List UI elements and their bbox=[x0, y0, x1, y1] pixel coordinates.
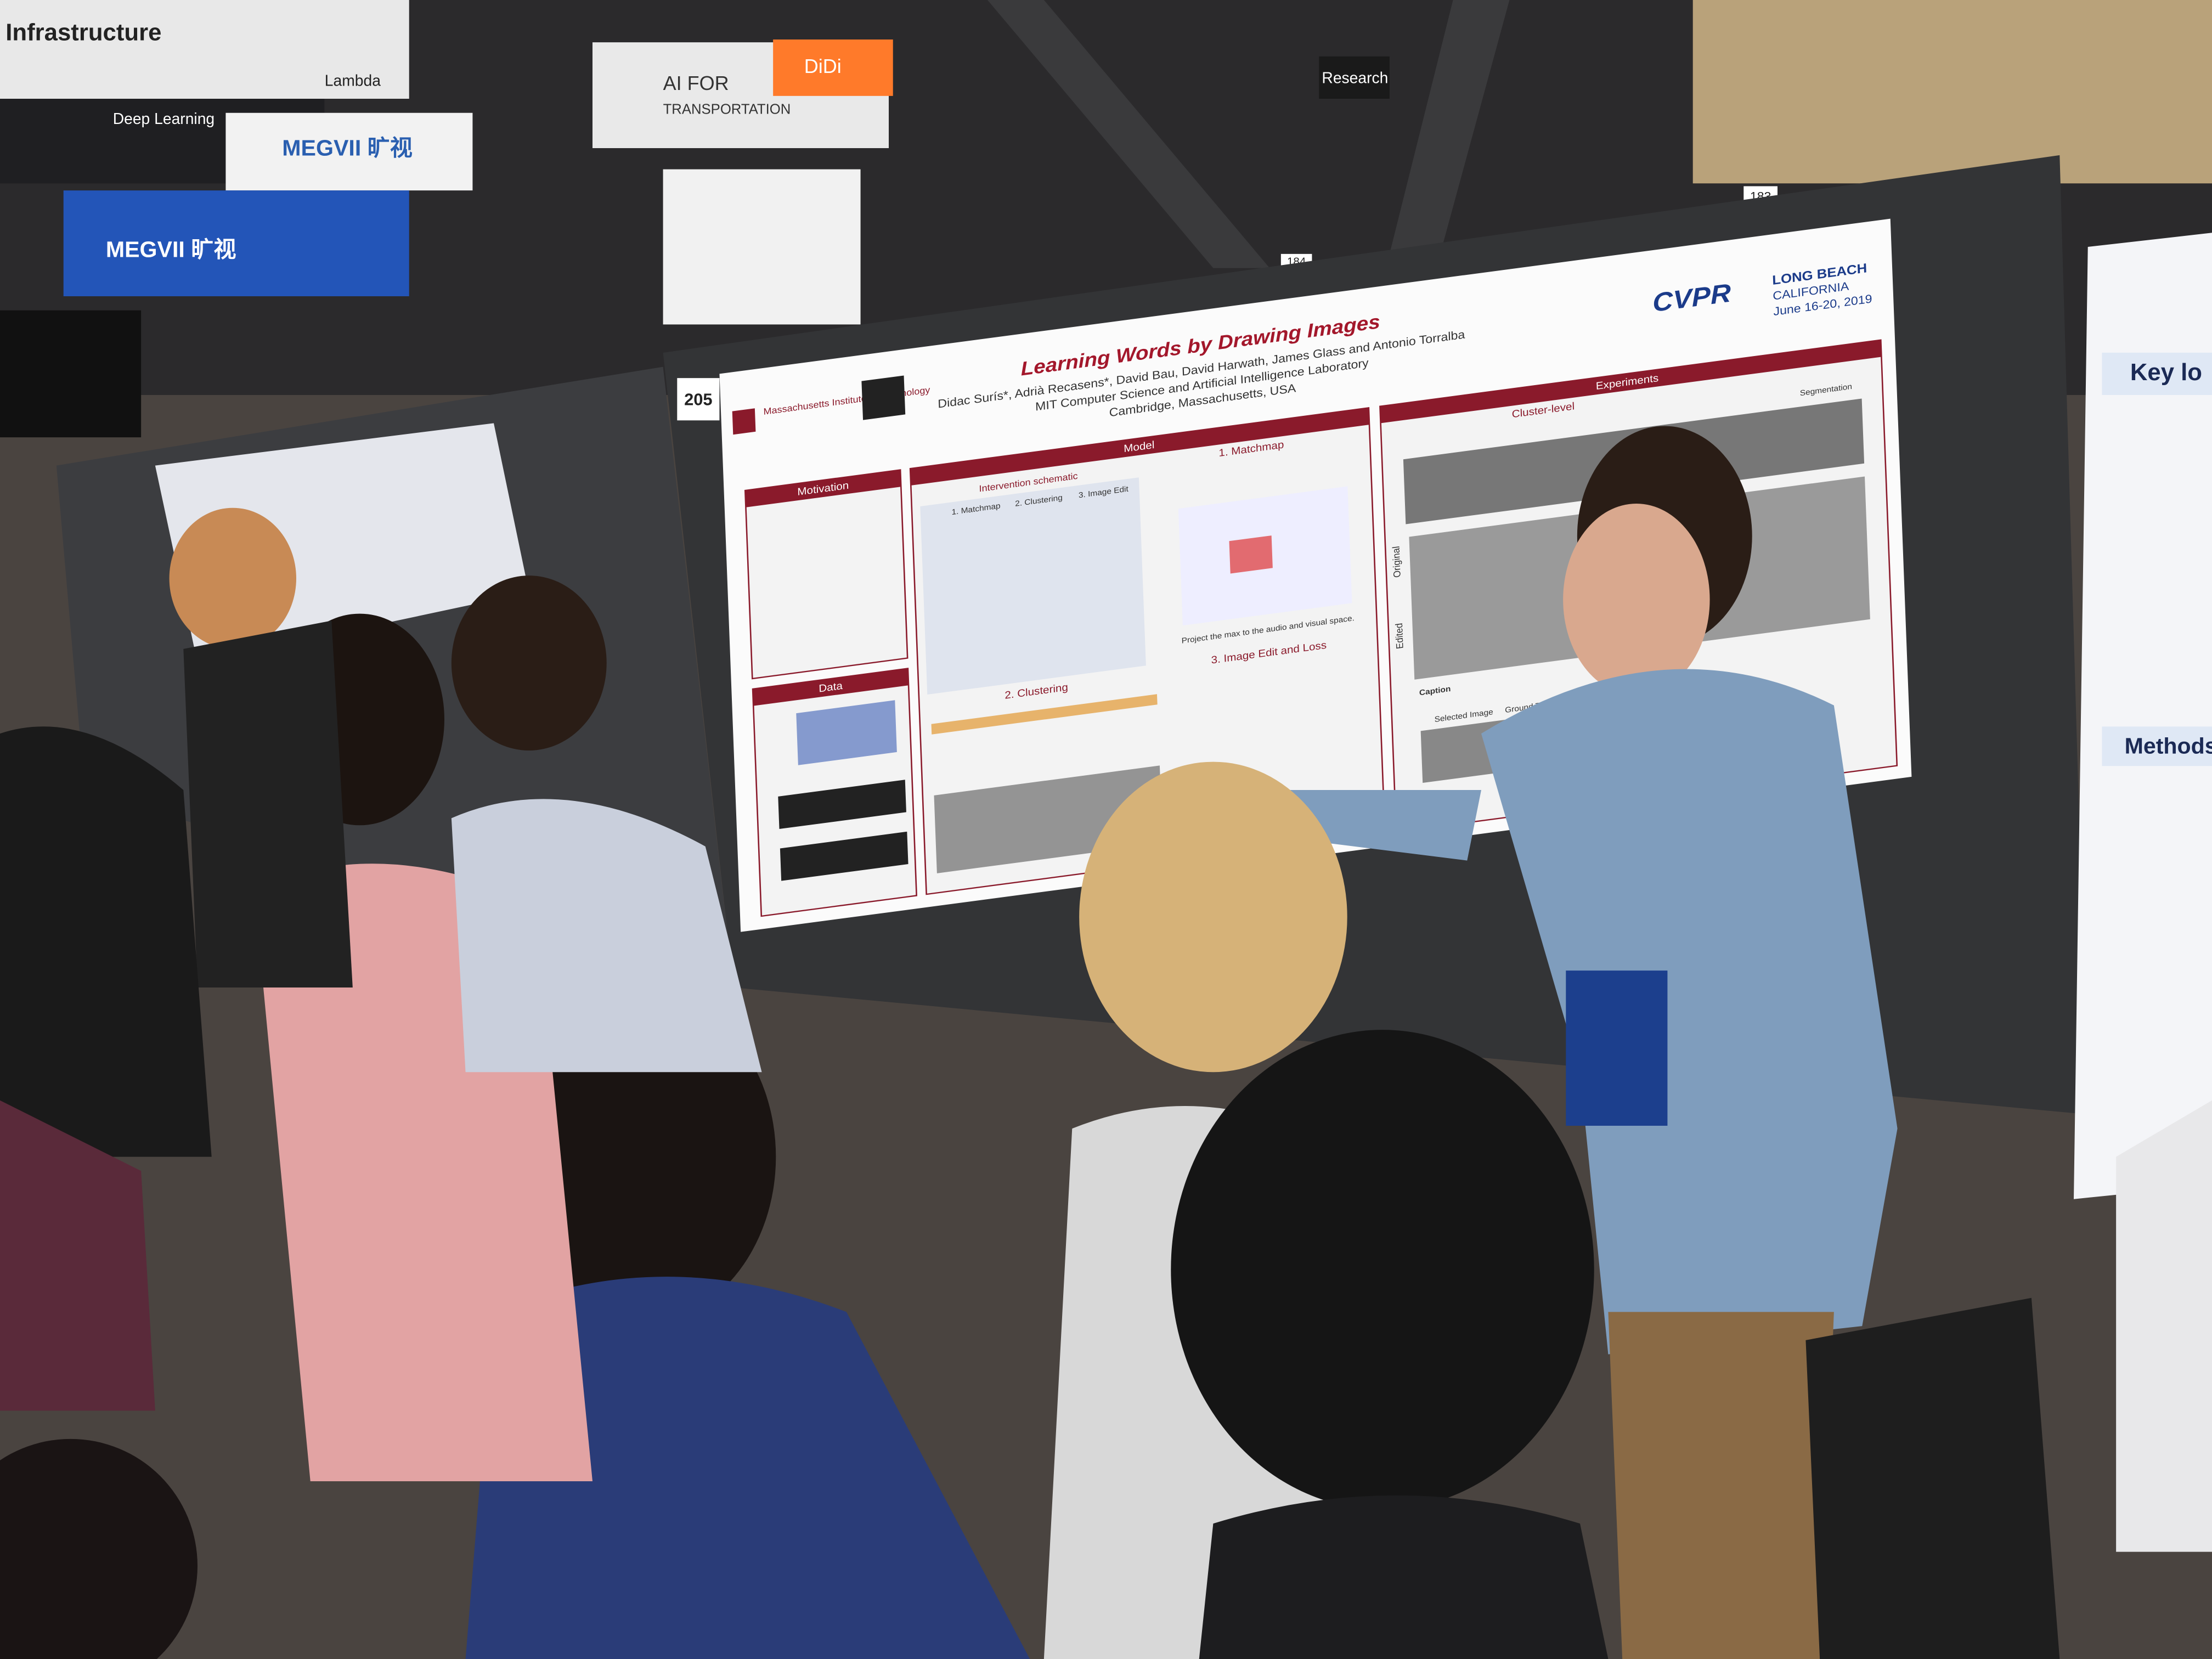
mit-logo bbox=[732, 408, 756, 435]
poster-figure bbox=[920, 477, 1146, 695]
sign-text: MEGVII 旷视 bbox=[282, 135, 413, 160]
sign-board bbox=[0, 0, 409, 99]
poster-figure bbox=[931, 694, 1158, 735]
sign-text: Research bbox=[1322, 69, 1388, 86]
sign-text: MEGVII 旷视 bbox=[106, 237, 236, 262]
sign-board bbox=[0, 310, 142, 438]
truss bbox=[988, 0, 1270, 268]
person-hair bbox=[451, 575, 607, 751]
figure-label: Edited bbox=[1393, 623, 1405, 650]
truss bbox=[1375, 0, 1510, 311]
sign-board bbox=[1319, 56, 1390, 99]
sign-text: TRANSPORTATION bbox=[663, 101, 791, 117]
far-wall bbox=[1692, 0, 2212, 184]
sign-board bbox=[225, 112, 473, 191]
person-hair bbox=[1079, 761, 1347, 1073]
backpack bbox=[1805, 1297, 2060, 1659]
person-jacket bbox=[183, 620, 353, 988]
poster-section bbox=[2102, 352, 2212, 395]
sign-board bbox=[63, 190, 409, 296]
person-jacket bbox=[0, 726, 212, 1157]
person-shirt bbox=[451, 799, 762, 1073]
poster-figure bbox=[778, 780, 906, 830]
section-header bbox=[1380, 340, 1882, 424]
sign-text: Deep Learning bbox=[113, 110, 215, 127]
figure-label: Original bbox=[1390, 545, 1403, 578]
neighbor-poster bbox=[2074, 233, 2212, 1199]
figure-label: Caption bbox=[1419, 685, 1451, 697]
sign-text: Lambda bbox=[325, 72, 381, 89]
section-header bbox=[745, 470, 901, 507]
poster-heading: Methods bbox=[2125, 733, 2212, 759]
person-pants bbox=[1608, 1312, 1834, 1659]
sign-board bbox=[773, 40, 893, 96]
section-header bbox=[753, 668, 909, 706]
poster-figure bbox=[780, 831, 909, 881]
poster-figure bbox=[796, 700, 897, 765]
person-shirt bbox=[1481, 669, 1898, 1355]
poster-figure bbox=[1229, 535, 1273, 574]
person-hair bbox=[0, 1438, 198, 1659]
qr-code bbox=[861, 375, 906, 420]
sign-text: Infrastructure bbox=[5, 19, 161, 46]
sign-text: AI FOR bbox=[663, 72, 729, 94]
person-backpack bbox=[465, 1277, 1030, 1659]
person-shirt bbox=[1199, 1495, 1609, 1659]
person-shirt bbox=[0, 1100, 155, 1411]
poster-number-card bbox=[677, 378, 720, 421]
poster-number: 205 bbox=[684, 390, 712, 409]
lanyard-badge bbox=[1566, 970, 1668, 1126]
poster-heading: Key lo bbox=[2130, 359, 2202, 386]
sign-text: DiDi bbox=[804, 55, 842, 77]
person-hair bbox=[169, 507, 296, 649]
booth-wall bbox=[663, 169, 861, 325]
person-hair bbox=[1171, 1030, 1594, 1510]
person-shirt bbox=[2116, 1100, 2212, 1552]
person-face bbox=[1563, 504, 1710, 696]
poster-section bbox=[2102, 726, 2212, 766]
section-header bbox=[910, 408, 1370, 486]
